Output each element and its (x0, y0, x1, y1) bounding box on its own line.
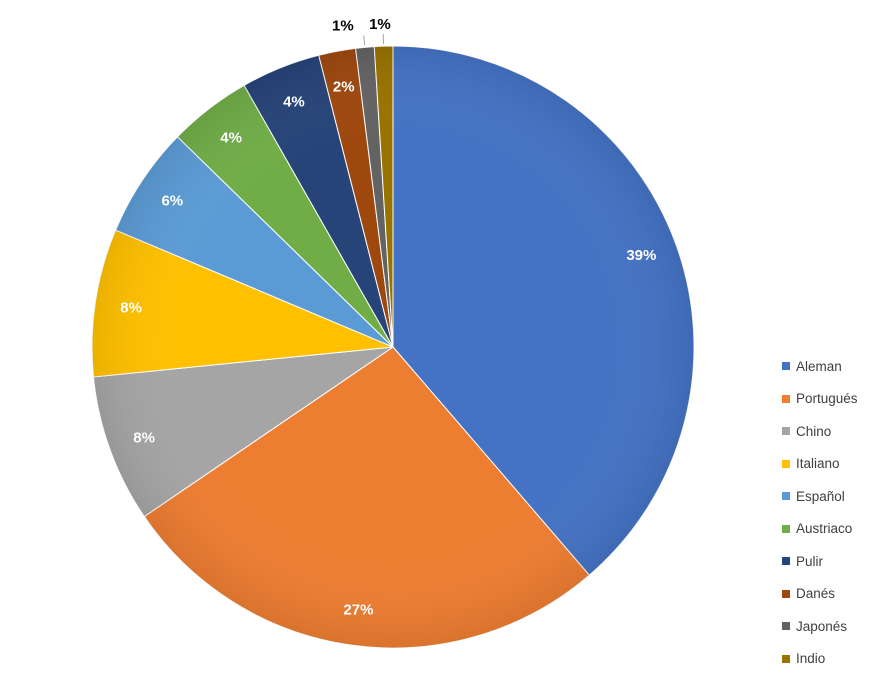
legend-label: Aleman (796, 358, 842, 374)
legend: Aleman Portugués Chino Italiano Español Austr… (782, 350, 887, 675)
legend-item-italiano: Italiano (782, 448, 887, 481)
data-label-portugues: 27% (343, 602, 373, 619)
data-label-japones: 1% (332, 17, 354, 34)
legend-swatch (782, 492, 790, 501)
legend-item-espanol: Español (782, 480, 887, 513)
legend-item-chino: Chino (782, 415, 887, 448)
legend-label: Pulir (796, 553, 824, 569)
legend-label: Danés (796, 586, 836, 602)
leader-line-japones (363, 35, 366, 46)
legend-label: Japonés (796, 618, 848, 634)
legend-label: Chino (796, 423, 832, 439)
legend-label: Indio (796, 651, 826, 667)
legend-swatch (782, 524, 790, 533)
legend-item-portugues: Portugués (782, 383, 887, 416)
data-label-indio: 1% (369, 16, 391, 33)
legend-swatch (782, 654, 790, 663)
legend-swatch (782, 589, 790, 598)
legend-swatch (782, 362, 790, 371)
legend-item-indio: Indio (782, 643, 887, 676)
legend-label: Portugués (796, 391, 858, 407)
legend-item-danes: Danés (782, 578, 887, 611)
legend-swatch (782, 394, 790, 403)
data-label-danes: 2% (333, 79, 355, 96)
legend-item-aleman: Aleman (782, 350, 887, 383)
legend-swatch (782, 427, 790, 436)
legend-item-austriaco: Austriaco (782, 513, 887, 546)
data-label-chino: 8% (133, 430, 155, 447)
data-label-aleman: 39% (626, 247, 656, 264)
data-label-austriaco: 4% (220, 129, 242, 146)
data-label-italiano: 8% (120, 300, 142, 317)
data-label-espanol: 6% (161, 193, 183, 210)
legend-item-japones: Japonés (782, 610, 887, 643)
legend-label: Austriaco (796, 521, 853, 537)
data-label-pulir: 4% (283, 93, 305, 110)
legend-swatch (782, 557, 790, 566)
legend-label: Español (796, 488, 845, 504)
legend-swatch (782, 622, 790, 631)
legend-label: Italiano (796, 456, 840, 472)
legend-swatch (782, 459, 790, 468)
legend-item-pulir: Pulir (782, 545, 887, 578)
